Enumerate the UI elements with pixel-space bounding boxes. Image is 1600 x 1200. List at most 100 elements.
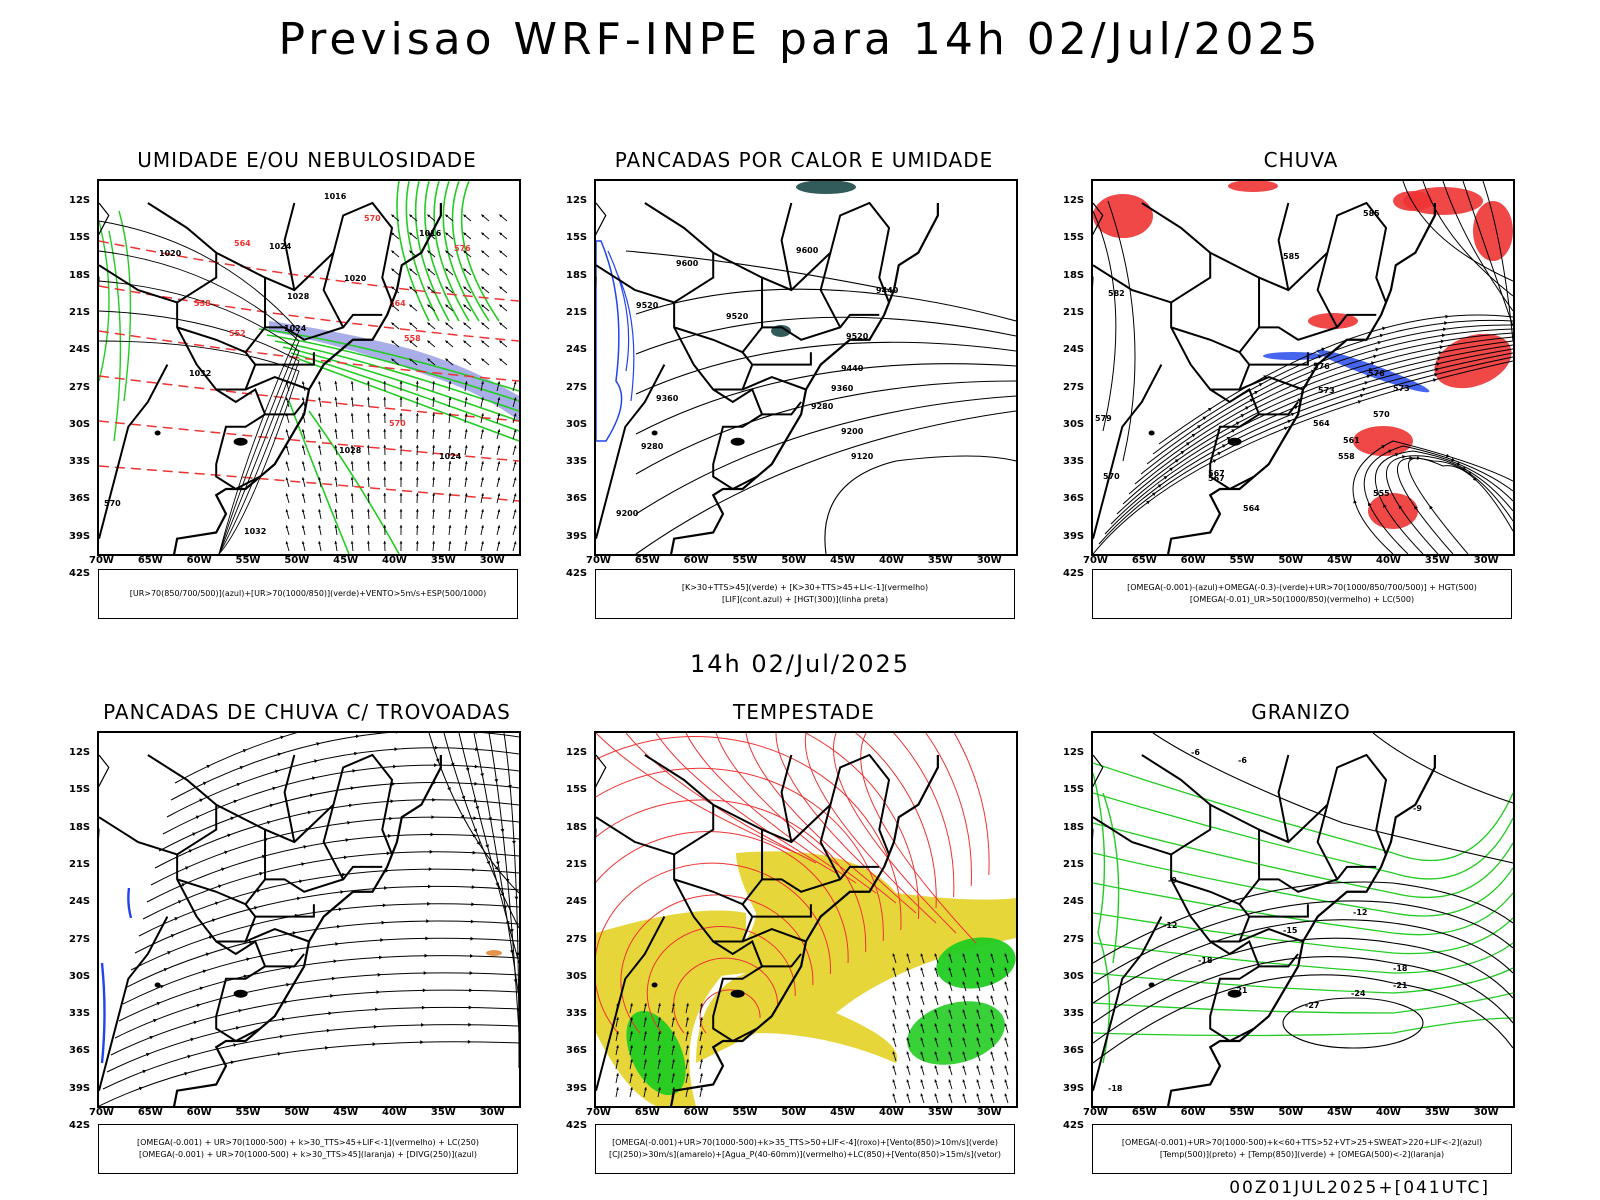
contour-label: 9200 — [616, 509, 639, 518]
latitude-tick-label: 24S — [566, 896, 588, 908]
longitude-tick-label: 65W — [1131, 1107, 1157, 1118]
longitude-tick-label: 50W — [284, 1107, 310, 1118]
contour-label: -18 — [1198, 956, 1213, 965]
longitude-tick-label: 50W — [1278, 555, 1304, 566]
latitude-tick-label: 36S — [1063, 493, 1085, 505]
longitude-tick-label: 30W — [1473, 1107, 1499, 1118]
longitude-tick-label: 60W — [1180, 555, 1206, 566]
latitude-tick-label: 36S — [566, 1045, 588, 1057]
longitude-tick-label: 35W — [1424, 1107, 1450, 1118]
latitude-tick-label: 21S — [566, 858, 588, 870]
latitude-tick-label: 12S — [1063, 195, 1085, 206]
latitude-tick-label: 30S — [566, 970, 588, 982]
panel-title: CHUVA — [1263, 148, 1339, 172]
latitude-tick-label: 30S — [1063, 418, 1085, 430]
longitude-tick-label: 40W — [382, 555, 407, 566]
legend-line: [OMEGA(-0.001) + UR>70(1000-500) + k>30_… — [136, 1138, 480, 1147]
latitude-tick-label: 12S — [566, 747, 588, 758]
longitude-tick-label: 30W — [479, 1107, 505, 1118]
longitude-tick-label: 55W — [1229, 1107, 1255, 1118]
longitude-tick-label: 65W — [137, 555, 163, 566]
latitude-tick-label: 18S — [1063, 269, 1085, 281]
longitude-tick-label: 55W — [235, 1107, 261, 1118]
contour-label: 1028 — [287, 292, 310, 301]
longitude-tick-label: 70W — [586, 555, 611, 566]
contour-label: 558 — [194, 299, 211, 308]
map-plot: 585 585 582 579 576 573 570 567 564 561 558 555 576 5… — [1091, 179, 1515, 556]
latitude-tick-label: 15S — [566, 784, 588, 796]
contour-label: 570 — [1373, 410, 1390, 419]
contour-label: 579 — [1095, 414, 1112, 423]
legend-box: [OMEGA(-0.001) + UR>70(1000-500) + k>30_… — [98, 1124, 518, 1174]
longitude-tick-label: 70W — [586, 1107, 611, 1118]
contour-label: 9200 — [841, 427, 864, 436]
longitude-tick-label: 35W — [1424, 555, 1450, 566]
contour-label: 9520 — [726, 312, 749, 321]
legend-line: [CJ(250)>30m/s](amarelo)+[Agua_P(40-60mm… — [609, 1150, 1001, 1159]
contour-label: 576 — [1313, 362, 1330, 371]
latitude-tick-label: 36S — [1063, 1045, 1085, 1057]
latitude-tick-label: 24S — [566, 344, 588, 356]
latitude-tick-label: 42S — [566, 1120, 588, 1131]
contour-label: -6 — [1191, 748, 1200, 757]
longitude-tick-label: 60W — [683, 1107, 709, 1118]
latitude-tick-label: 36S — [566, 493, 588, 505]
contour-label: 564 — [234, 239, 251, 248]
legend-line: [OMEGA(-0.01)_UR>50(1000/850)(vermelho) … — [1189, 595, 1415, 604]
latitude-tick-label: 42S — [1063, 568, 1085, 579]
latitude-tick-label: 30S — [566, 418, 588, 430]
contour-label: -18 — [1108, 1084, 1123, 1093]
latitude-tick-label: 36S — [69, 1045, 91, 1057]
longitude-tick-label: 30W — [479, 555, 505, 566]
legend-box: [OMEGA(-0.001)+UR>70(1000-500)+k>35_TTS>… — [595, 1124, 1015, 1174]
latitude-tick-label: 33S — [69, 456, 91, 468]
panel-title: TEMPESTADE — [733, 700, 875, 724]
latitude-tick-label: 27S — [566, 381, 588, 393]
contour-label: 582 — [1108, 289, 1125, 298]
contour-label: -12 — [1353, 908, 1367, 917]
forecast-time-title: 14h 02/Jul/2025 — [689, 650, 911, 678]
legend-box: [OMEGA(-0.001)-(azul)+OMEGA(-0.3)-(verde… — [1092, 569, 1512, 619]
longitude-tick-label: 40W — [879, 1107, 904, 1118]
longitude-tick-label: 35W — [430, 555, 456, 566]
longitude-tick-label: 40W — [382, 1107, 407, 1118]
latitude-tick-label: 15S — [69, 232, 91, 244]
latitude-tick-label: 24S — [1063, 344, 1085, 356]
longitude-tick-label: 30W — [976, 555, 1002, 566]
longitude-tick-label: 70W — [1083, 555, 1108, 566]
longitude-tick-label: 70W — [1083, 1107, 1108, 1118]
longitude-tick-label: 55W — [1229, 555, 1255, 566]
longitude-tick-label: 50W — [781, 555, 807, 566]
longitude-tick-label: 35W — [927, 555, 953, 566]
latitude-tick-label: 24S — [1063, 896, 1085, 908]
contour-label: 1028 — [339, 446, 362, 455]
map-plot: -6 -9 -12 -12 -15 -18 -18 -21 -21 -24 -27 -18 -9 -6 — [1091, 731, 1515, 1108]
contour-label: 9440 — [841, 364, 864, 373]
contour-label: 558 — [404, 334, 421, 343]
latitude-tick-label: 33S — [1063, 1008, 1085, 1020]
contour-label: 9440 — [876, 286, 899, 295]
latitude-tick-label: 18S — [1063, 821, 1085, 833]
contour-label: -15 — [1283, 926, 1298, 935]
contour-label: 9520 — [846, 332, 869, 341]
latitude-tick-label: 12S — [566, 195, 588, 206]
latitude-tick-label: 36S — [69, 493, 91, 505]
contour-label: 9280 — [811, 402, 834, 411]
latitude-tick-label: 21S — [69, 306, 91, 318]
contour-label: 9120 — [851, 452, 874, 461]
longitude-tick-label: 55W — [732, 1107, 758, 1118]
longitude-tick-label: 65W — [634, 1107, 660, 1118]
legend-line: [OMEGA(-0.001)+UR>70(1000-500)+k>35_TTS>… — [612, 1138, 998, 1147]
latitude-tick-label: 24S — [69, 344, 91, 356]
latitude-tick-label: 18S — [69, 821, 91, 833]
run-timestamp: 00Z01JUL2025+[041UTC] — [1229, 1178, 1490, 1198]
contour-label: 1024 — [269, 242, 292, 251]
longitude-tick-label: 45W — [1327, 555, 1353, 566]
latitude-tick-label: 30S — [1063, 970, 1085, 982]
contour-label: -21 — [1233, 986, 1248, 995]
legend-line: [UR>70(850/700/500)](azul)+[UR>70(1000/8… — [129, 589, 487, 598]
longitude-tick-label: 65W — [634, 555, 660, 566]
latitude-tick-label: 33S — [69, 1008, 91, 1020]
longitude-tick-label: 40W — [879, 555, 904, 566]
contour-label: 585 — [1363, 209, 1380, 218]
